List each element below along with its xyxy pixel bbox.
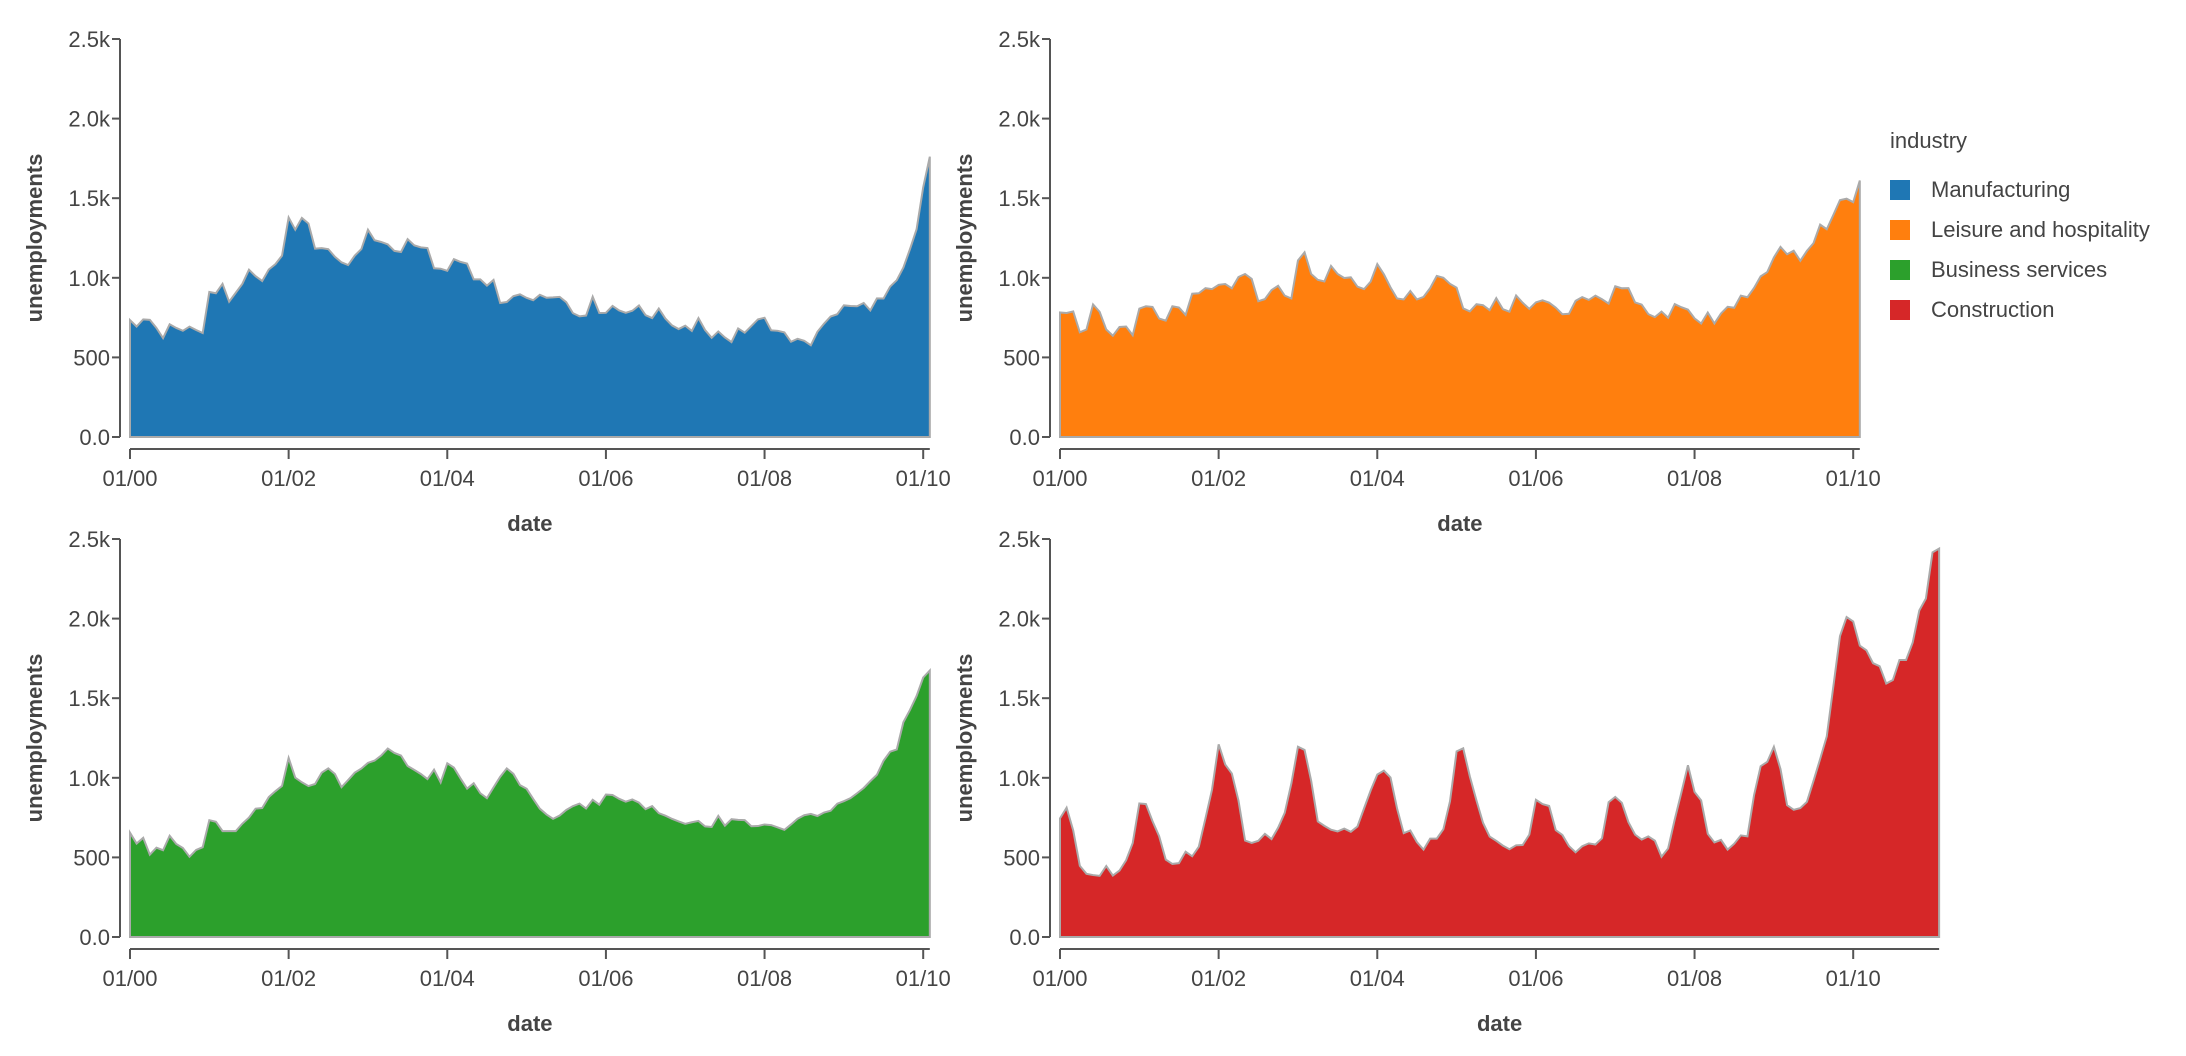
x-axis-title: date <box>507 511 552 536</box>
x-axis-title: date <box>1477 1011 1522 1036</box>
legend-label: Manufacturing <box>1931 177 2071 202</box>
chart-panel-construction: 0.0 500 1.0k 1.5k 2.0k 2.5k unemployments 01/00… <box>952 527 1941 1036</box>
legend-label: Business services <box>1931 257 2108 282</box>
legend-item-manufacturing[interactable]: Manufacturing <box>1890 170 2150 210</box>
legend: industry Manufacturing Leisure and hospi… <box>1890 126 2150 330</box>
y-tick-label: 1.0k <box>68 266 111 291</box>
y-tick-label: 1.5k <box>68 686 111 711</box>
legend-item-business-services[interactable]: Business services <box>1890 250 2150 290</box>
legend-swatch-business-services <box>1890 260 1910 280</box>
x-tick-label: 01/06 <box>1508 466 1563 491</box>
y-axis-title: unemployments <box>22 154 47 323</box>
x-tick-label: 01/06 <box>578 466 633 491</box>
x-tick-label: 01/02 <box>261 466 316 491</box>
area-construction[interactable] <box>1059 546 1941 938</box>
x-tick-label: 01/02 <box>1191 966 1246 991</box>
y-tick-label: 1.0k <box>68 766 111 791</box>
y-tick-label: 500 <box>73 345 110 370</box>
legend-item-leisure-and-hospitality[interactable]: Leisure and hospitality <box>1890 210 2150 250</box>
y-tick-label: 2.0k <box>68 607 111 632</box>
x-axis: 01/00 01/02 01/04 01/06 01/08 01/10 date <box>102 948 951 1036</box>
x-tick-label: 01/10 <box>1826 466 1881 491</box>
y-tick-label: 2.5k <box>998 527 1041 552</box>
legend-swatch-manufacturing <box>1890 180 1910 200</box>
y-tick-label: 500 <box>1003 345 1040 370</box>
x-tick-label: 01/06 <box>578 966 633 991</box>
y-axis-title: unemployments <box>22 654 47 823</box>
y-axis: 0.0 500 1.0k 1.5k 2.0k 2.5k unemployments <box>952 27 1051 450</box>
y-tick-label: 0.0 <box>1009 925 1040 950</box>
x-tick-label: 01/04 <box>420 466 475 491</box>
x-tick-label: 01/02 <box>1191 466 1246 491</box>
area-leisure-and-hospitality[interactable] <box>1059 180 1861 438</box>
chart-panel-leisure-and-hospitality: 0.0 500 1.0k 1.5k 2.0k 2.5k unemployments 01/00… <box>952 27 1881 536</box>
y-tick-label: 500 <box>73 845 110 870</box>
x-axis-title: date <box>1437 511 1482 536</box>
x-tick-label: 01/08 <box>737 466 792 491</box>
x-axis-title: date <box>507 1011 552 1036</box>
x-tick-label: 01/04 <box>1350 466 1405 491</box>
legend-title: industry <box>1890 128 1968 153</box>
y-axis-title: unemployments <box>952 154 977 323</box>
x-tick-label: 01/00 <box>102 966 157 991</box>
y-tick-label: 0.0 <box>1009 425 1040 450</box>
y-tick-label: 1.0k <box>998 266 1041 291</box>
legend-swatch-leisure-and-hospitality <box>1890 220 1910 240</box>
y-axis-title: unemployments <box>952 654 977 823</box>
y-tick-label: 2.5k <box>68 27 111 52</box>
x-tick-label: 01/10 <box>896 966 951 991</box>
y-tick-label: 2.0k <box>998 607 1041 632</box>
x-tick-label: 01/04 <box>1350 966 1405 991</box>
y-tick-label: 2.5k <box>68 527 111 552</box>
area-business-services[interactable] <box>129 667 931 938</box>
x-tick-label: 01/10 <box>896 466 951 491</box>
y-tick-label: 1.5k <box>998 686 1041 711</box>
y-tick-label: 2.5k <box>998 27 1041 52</box>
y-tick-label: 2.0k <box>68 107 111 132</box>
x-tick-label: 01/02 <box>261 966 316 991</box>
chart-panel-business-services: 0.0 500 1.0k 1.5k 2.0k 2.5k unemployments 01/00… <box>22 527 951 1036</box>
x-tick-label: 01/00 <box>1032 466 1087 491</box>
legend-label: Construction <box>1931 297 2055 322</box>
y-tick-label: 0.0 <box>79 425 110 450</box>
y-tick-label: 500 <box>1003 845 1040 870</box>
legend-swatch-construction <box>1890 300 1910 320</box>
chart-panel-manufacturing: 0.0 500 1.0k 1.5k 2.0k 2.5k unemployments 01/00… <box>22 27 951 536</box>
x-axis: 01/00 01/02 01/04 01/06 01/08 01/10 date <box>102 448 951 536</box>
legend-item-construction[interactable]: Construction <box>1890 290 2150 330</box>
legend-label: Leisure and hospitality <box>1931 217 2150 242</box>
y-tick-label: 1.5k <box>998 186 1041 211</box>
x-tick-label: 01/08 <box>1667 466 1722 491</box>
y-axis: 0.0 500 1.0k 1.5k 2.0k 2.5k unemployments <box>22 27 121 450</box>
y-tick-label: 1.0k <box>998 766 1041 791</box>
y-tick-label: 2.0k <box>998 107 1041 132</box>
area-manufacturing[interactable] <box>129 156 931 438</box>
x-tick-label: 01/04 <box>420 966 475 991</box>
y-axis: 0.0 500 1.0k 1.5k 2.0k 2.5k unemployments <box>22 527 121 950</box>
x-tick-label: 01/08 <box>1667 966 1722 991</box>
y-tick-label: 0.0 <box>79 925 110 950</box>
x-tick-label: 01/10 <box>1826 966 1881 991</box>
x-tick-label: 01/00 <box>102 466 157 491</box>
x-tick-label: 01/06 <box>1508 966 1563 991</box>
x-axis: 01/00 01/02 01/04 01/06 01/08 01/10 date <box>1032 448 1881 536</box>
x-tick-label: 01/08 <box>737 966 792 991</box>
y-axis: 0.0 500 1.0k 1.5k 2.0k 2.5k unemployments <box>952 527 1051 950</box>
x-tick-label: 01/00 <box>1032 966 1087 991</box>
x-axis: 01/00 01/02 01/04 01/06 01/08 01/10 date <box>1032 948 1940 1036</box>
y-tick-label: 1.5k <box>68 186 111 211</box>
